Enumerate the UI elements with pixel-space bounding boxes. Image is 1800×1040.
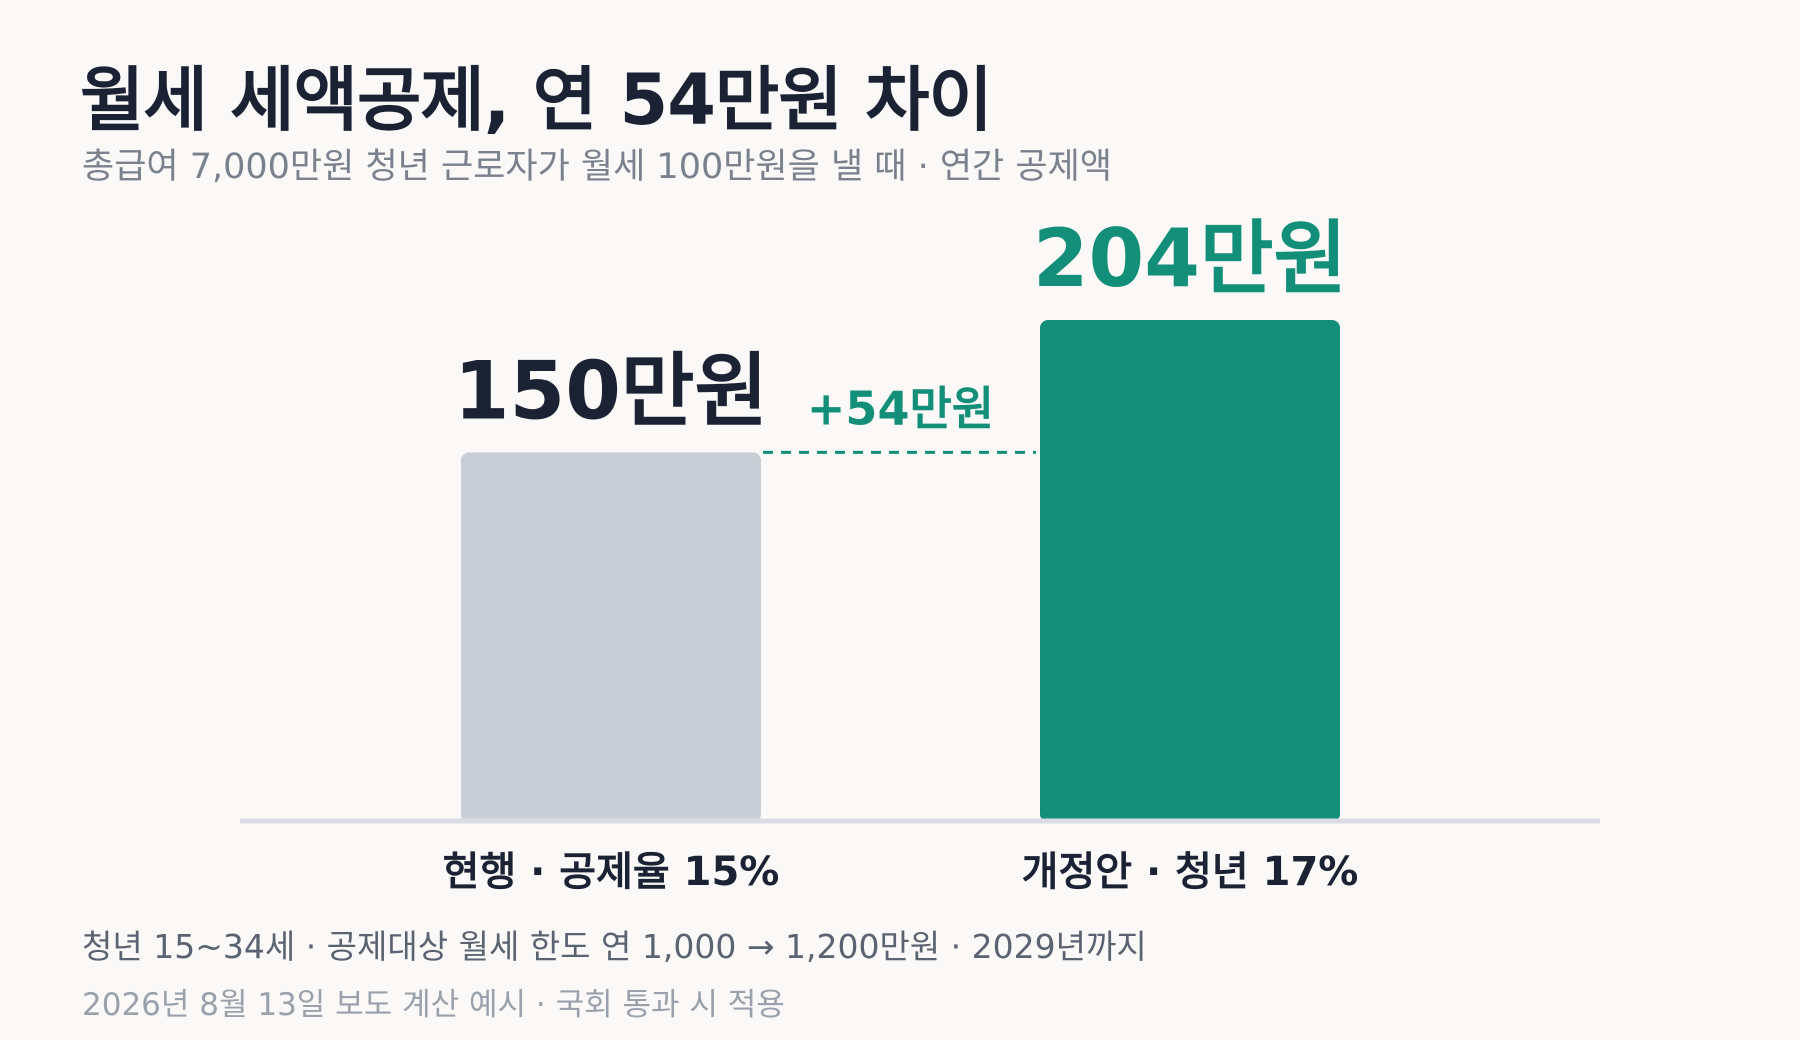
value-label-2: 204만원 <box>1033 212 1347 305</box>
value-label-1: 150만원 <box>454 344 768 437</box>
chart-title: 월세 세액공제, 연 54만원 차이 <box>80 59 993 141</box>
category-label-1: 현행 · 공제율 15% <box>443 849 780 895</box>
chart-subtitle: 총급여 7,000만원 청년 근로자가 월세 100만원을 낼 때 · 연간 공… <box>82 147 1112 187</box>
category-label-2: 개정안 · 청년 17% <box>1022 849 1359 895</box>
difference-label: +54만원 <box>807 381 994 435</box>
bar-2 <box>1040 320 1340 822</box>
bar-1 <box>461 452 761 822</box>
source-note: 2026년 8월 13일 보도 계산 예시 · 국회 통과 시 적용 <box>82 987 785 1023</box>
footnote: 청년 15~34세 · 공제대상 월세 한도 연 1,000 → 1,200만원… <box>82 927 1147 966</box>
